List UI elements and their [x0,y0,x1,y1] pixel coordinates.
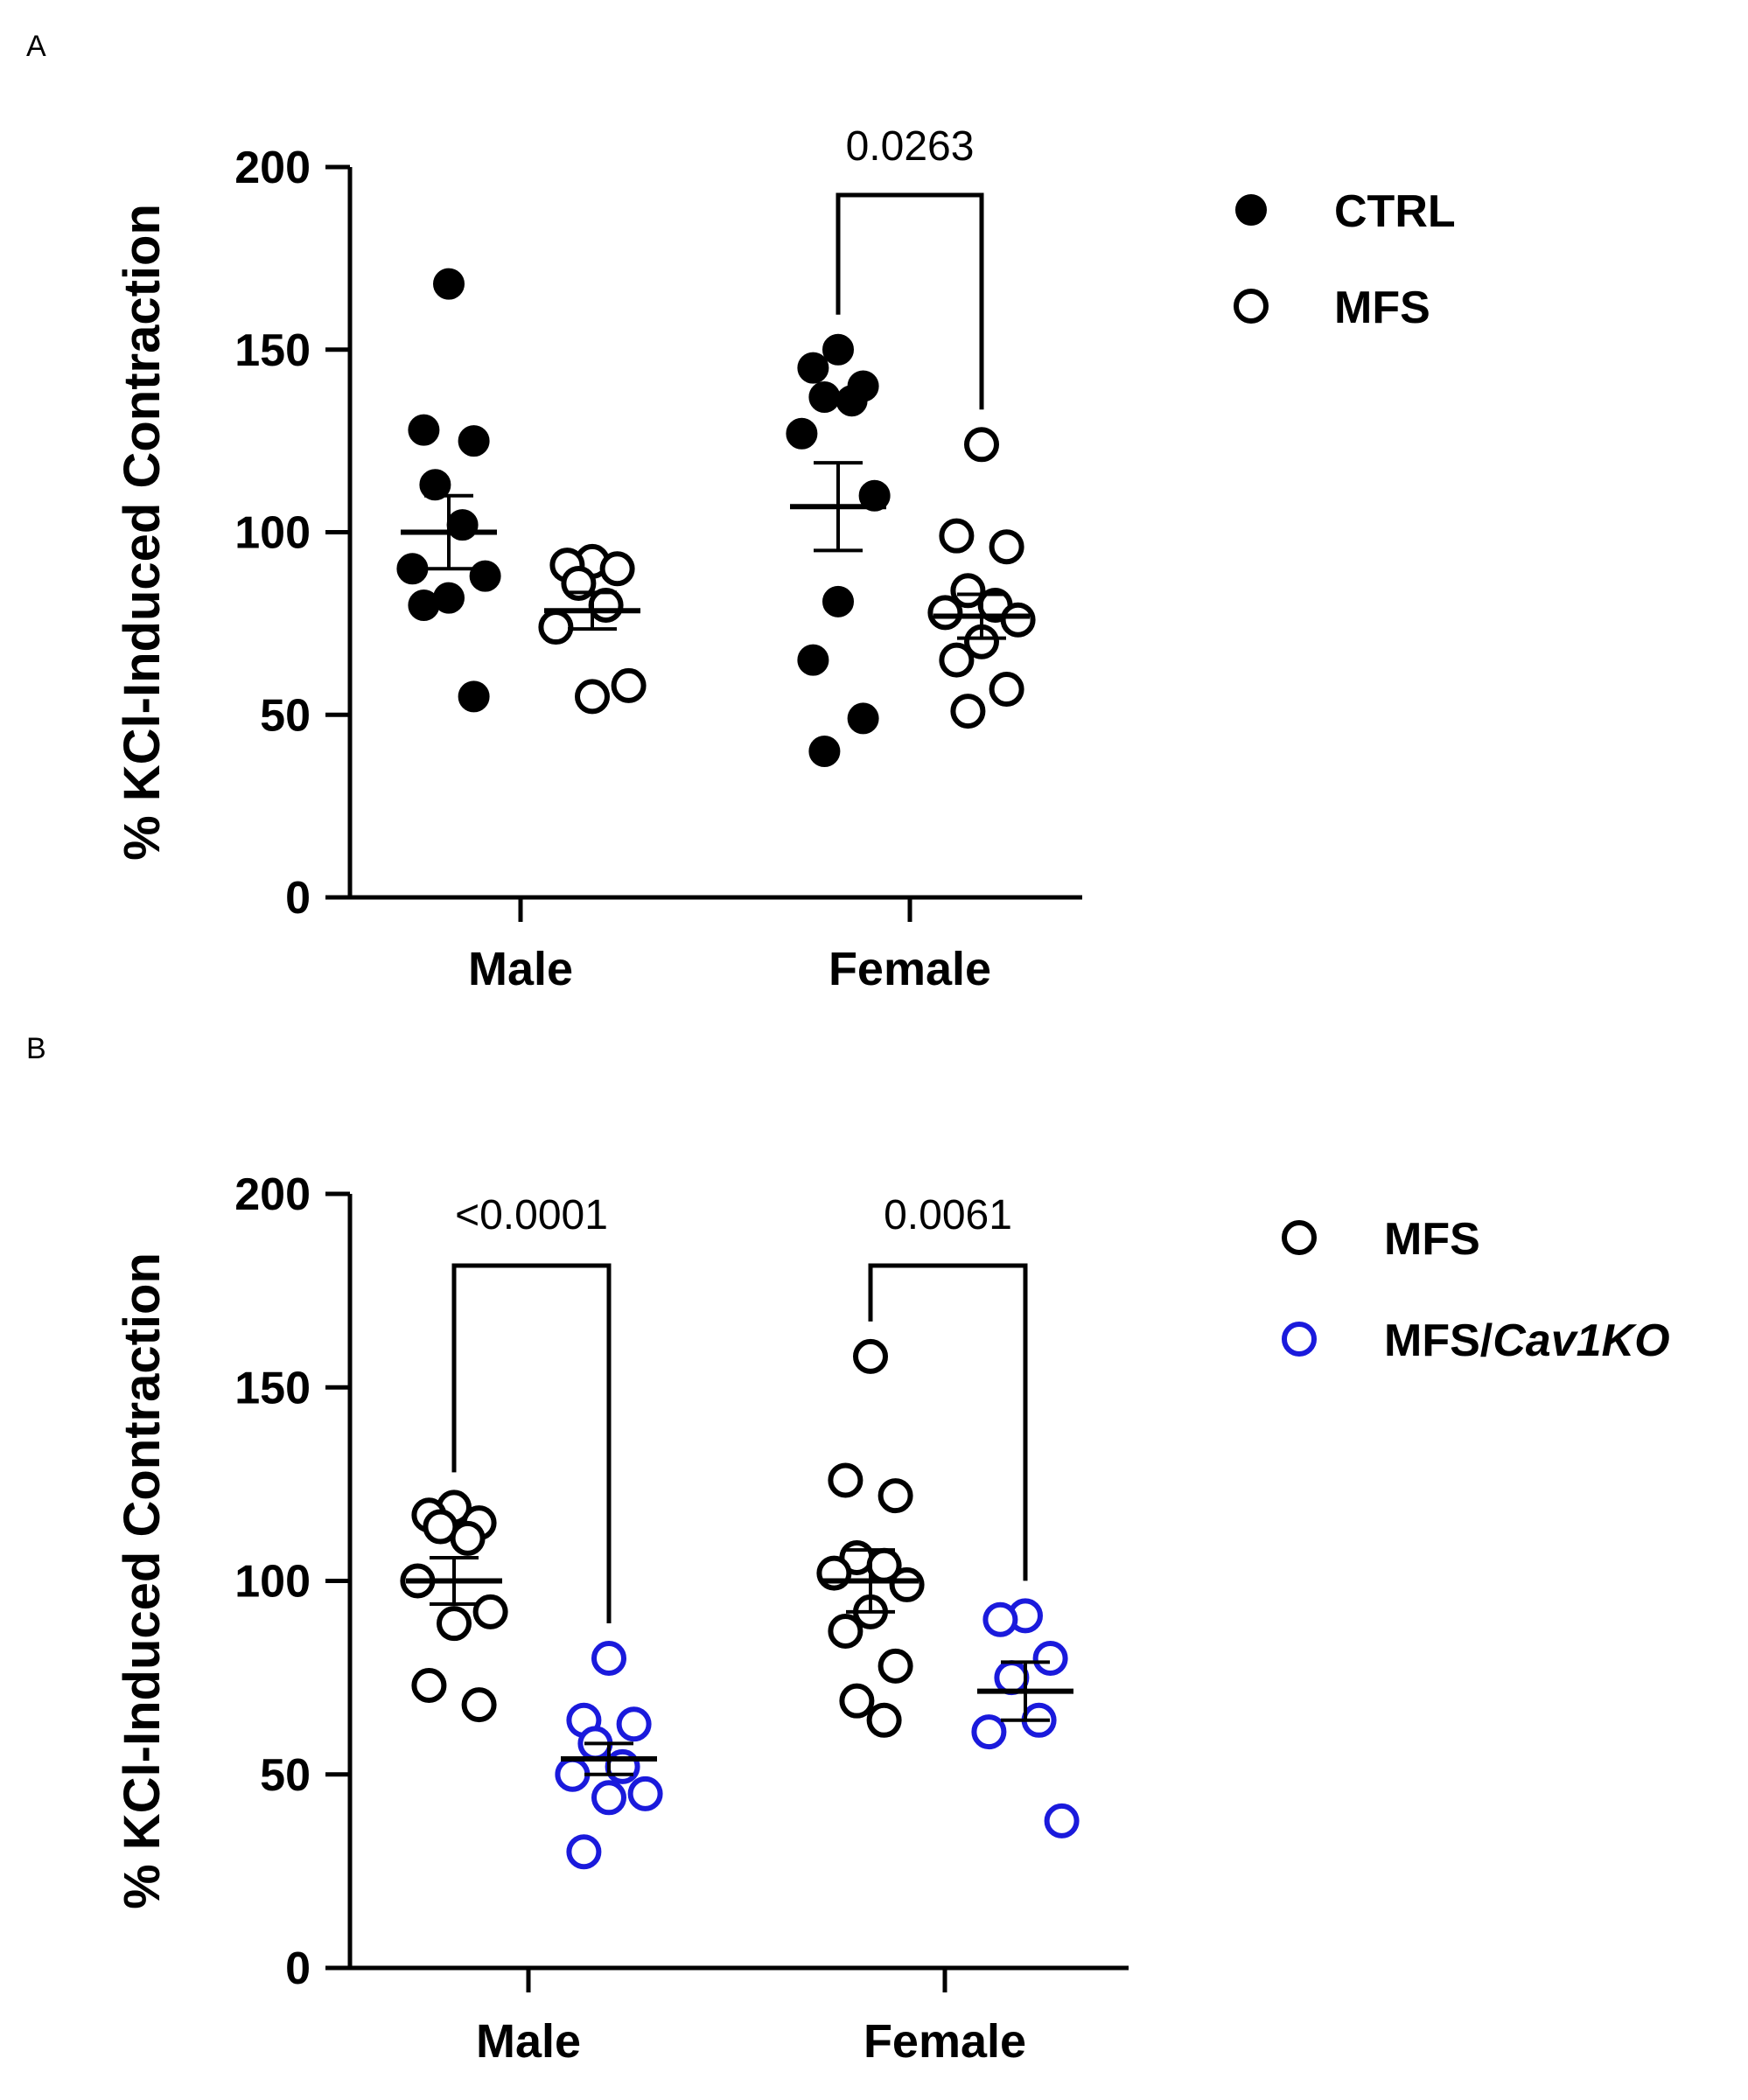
data-point [575,679,610,715]
significance-bracket [451,1263,612,1623]
p-value-label: <0.0001 [455,1192,608,1238]
data-point [797,644,829,676]
data-point [555,1756,591,1792]
data-point [611,667,647,703]
y-tick-label: 0 [285,873,311,924]
data-point [605,1748,640,1784]
data-point [588,588,624,623]
data-point [469,560,501,592]
data-point [458,425,490,457]
legend-label: MFS [1384,1214,1480,1265]
data-point [877,1478,913,1514]
legend-marker [1282,1220,1317,1255]
data-point [627,1776,663,1811]
significance-bracket [868,1263,1028,1581]
data-point [816,1555,852,1591]
data-point [786,417,818,450]
data-point [828,1614,864,1650]
data-point [858,479,891,512]
legend-label: MFS [1334,283,1430,333]
data-point [1000,602,1036,638]
y-tick-label: 100 [234,1557,311,1608]
y-axis-label: % KCl-Induced Contraction [114,204,171,861]
data-point [1032,1641,1068,1676]
data-point [982,1601,1018,1637]
p-value-label: 0.0061 [884,1192,1012,1238]
data-point [939,518,975,554]
data-point [446,509,479,541]
data-point [866,1702,902,1738]
data-point [419,469,451,501]
data-point [591,1780,626,1816]
data-point [847,702,879,735]
y-tick-label: 200 [234,143,311,193]
data-point [411,1667,447,1703]
y-tick-label: 0 [285,1943,311,1994]
data-point [616,1706,652,1742]
p-value-label: 0.0263 [846,123,975,170]
significance-bracket [836,192,984,410]
data-point [458,680,490,713]
data-point [939,642,975,678]
data-point [461,1687,497,1723]
data-point [472,1594,508,1629]
y-axis-label: % KCl-Induced Contraction [114,1252,171,1909]
data-point [950,694,986,729]
data-point [950,573,986,609]
data-point [989,529,1024,565]
y-tick-label: 50 [260,1750,311,1801]
data-point [889,1566,925,1602]
data-point [408,414,440,446]
legend-label-italic: Cav1KO [1493,1315,1669,1366]
data-point [822,585,854,617]
x-tick-label: Female [864,2015,1026,2068]
legend-label: CTRL [1334,186,1456,237]
data-point [971,1714,1007,1750]
data-point [538,610,574,645]
data-point [396,553,429,585]
chart-panel-b: B 0 50 100 150 200 Male Female % KCl-Induced Con… [26,1032,1670,2068]
legend-marker [1282,1322,1317,1357]
data-point [437,1606,472,1642]
data-point [994,1660,1030,1696]
data-point [989,672,1024,708]
data-point [408,590,440,621]
x-tick-label: Male [476,2015,581,2068]
legend-marker [1235,194,1267,226]
data-point [599,551,635,587]
legend-marker [1234,289,1269,324]
data-point [591,1641,626,1676]
x-tick-label: Female [829,943,991,995]
panel-letter: B [26,1032,46,1065]
data-point [797,352,829,384]
legend-label-prefix: MFS [1384,1214,1480,1265]
data-point [877,1648,913,1684]
data-point [1044,1803,1080,1838]
panel-letter: A [26,30,46,63]
x-tick-label: Male [468,943,573,995]
data-point [828,1462,864,1498]
y-tick-label: 150 [234,1363,311,1413]
data-point [808,736,841,767]
data-point [853,1338,888,1374]
data-point [839,1683,875,1719]
data-point [808,381,841,414]
y-tick-label: 200 [234,1169,311,1220]
data-point [836,385,868,417]
chart-panel-a: A 0 50 100 150 200 Male Female % KCl-Induced Con… [26,30,1456,995]
y-tick-label: 50 [260,690,311,741]
data-point [433,268,465,300]
y-tick-label: 150 [234,325,311,376]
data-point [450,1520,486,1556]
data-point [566,1834,602,1870]
data-point [927,595,963,631]
data-point [822,333,854,366]
legend-label: MFS/Cav1KO [1384,1315,1670,1366]
data-point [964,427,999,463]
legend-label-prefix: MFS/ [1384,1315,1493,1366]
y-tick-label: 100 [234,508,311,559]
